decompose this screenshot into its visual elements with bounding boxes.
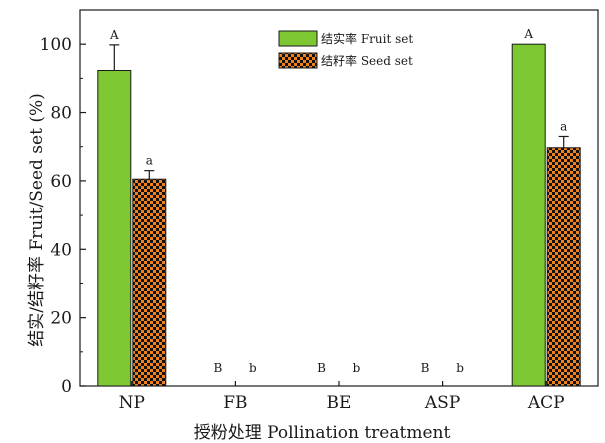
significance-letter: b <box>456 361 464 375</box>
y-tick-label: 0 <box>61 377 72 397</box>
bar-seed-set <box>132 178 167 387</box>
legend: 结实率 Fruit set 结籽率 Seed set <box>278 30 413 69</box>
bar-fruit-set <box>511 43 546 387</box>
legend-label-seed-set: 结籽率 Seed set <box>321 53 413 68</box>
x-tick-label: BE <box>327 393 352 413</box>
y-tick-label: 20 <box>50 309 72 329</box>
bar-fruit-set <box>97 70 132 387</box>
legend-swatch-fruit-set <box>278 30 318 47</box>
y-tick-label: 40 <box>50 240 72 260</box>
significance-letter: b <box>353 361 361 375</box>
significance-letter: B <box>317 361 326 375</box>
significance-letter: B <box>421 361 430 375</box>
y-tick-label: 60 <box>50 172 72 192</box>
x-tick-label: ACP <box>527 393 565 413</box>
legend-label-fruit-set: 结实率 Fruit set <box>321 31 413 46</box>
x-tick-label: NP <box>119 393 145 413</box>
plot-area: 0 20 40 60 80 100 NP FB BE ASP ACP A B B B Aa b b b a <box>40 9 599 413</box>
x-axis-title: 授粉处理 Pollination treatment <box>194 423 451 443</box>
y-axis-title: 结实/结籽率 Fruit/Seed set (%) <box>27 93 47 347</box>
x-tick-label: FB <box>223 393 247 413</box>
x-tick-label: ASP <box>424 393 460 413</box>
bar-seed-set <box>546 147 581 387</box>
significance-letter: b <box>249 361 257 375</box>
significance-letter: a <box>560 119 567 133</box>
significance-letter: B <box>213 361 222 375</box>
legend-swatch-seed-set <box>278 52 318 69</box>
significance-letter: A <box>523 27 533 41</box>
y-tick-label: 80 <box>50 104 72 124</box>
significance-letter: A <box>109 28 119 42</box>
significance-letter: a <box>146 154 153 168</box>
y-tick-label: 100 <box>40 35 72 55</box>
